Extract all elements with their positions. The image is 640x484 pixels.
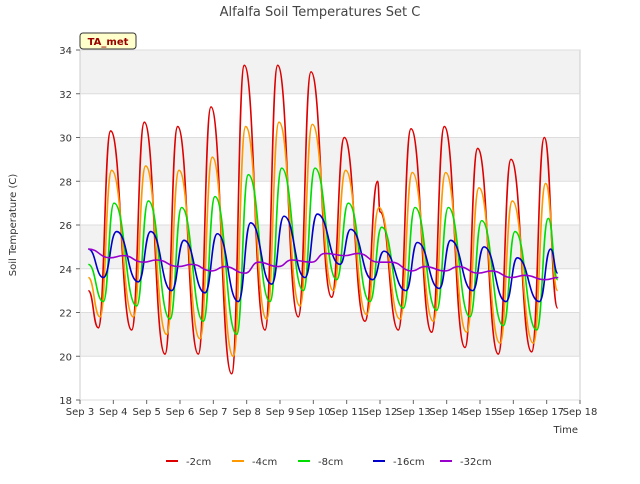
x-tick-label: Sep 8 <box>232 407 260 418</box>
series-line-8cmcm <box>87 167 559 336</box>
y-tick-label: 26 <box>59 221 72 232</box>
series-line-4cmcm <box>87 121 559 358</box>
x-tick-label: Sep 12 <box>363 407 398 418</box>
legend-label: -16cm <box>393 457 425 468</box>
x-tick-label: Sep 13 <box>396 407 431 418</box>
legend-item: -2cm <box>166 457 211 468</box>
annotation-box: TA_met <box>79 32 137 50</box>
y-tick-label: 30 <box>59 134 72 145</box>
legend-item: -4cm <box>232 457 277 468</box>
y-tick-label: 34 <box>59 46 72 57</box>
x-tick-label: Sep 17 <box>529 407 564 418</box>
x-axis: Sep 3 Sep 4 Sep 5 Sep 6 Sep 7 Sep 8 Sep 9 Sep 1… <box>66 400 598 418</box>
chart-title: Alfalfa Soil Temperatures Set C <box>220 5 421 20</box>
x-tick-label: Sep 10 <box>296 407 331 418</box>
legend-label: -32cm <box>460 457 492 468</box>
x-axis-label: Time <box>553 425 578 436</box>
legend-label: -4cm <box>252 457 277 468</box>
legend: -2cm -4cm -8cm -16cm -32cm <box>166 457 492 468</box>
x-tick-label: Sep 16 <box>496 407 531 418</box>
x-tick-label: Sep 15 <box>463 407 498 418</box>
legend-item: -32cm <box>440 457 492 468</box>
y-tick-label: 20 <box>59 352 72 363</box>
y-tick-label: 32 <box>59 90 72 101</box>
y-axis-label: Soil Temperature (C) <box>8 174 19 277</box>
legend-item: -16cm <box>373 457 425 468</box>
legend-item: -8cm <box>298 457 343 468</box>
x-tick-label: Sep 14 <box>429 407 464 418</box>
series-line-32cmcm <box>88 248 559 281</box>
y-tick-label: 22 <box>59 309 72 320</box>
x-tick-label: Sep 18 <box>563 407 598 418</box>
series-line-2cmcm <box>87 64 559 375</box>
plot-band <box>80 50 580 94</box>
series-line-16cmcm <box>87 213 559 303</box>
y-tick-label: 28 <box>59 177 72 188</box>
annotation-label: TA_met <box>88 37 129 48</box>
x-tick-label: Sep 4 <box>99 407 127 418</box>
y-tick-label: 18 <box>59 396 72 407</box>
x-tick-label: Sep 3 <box>66 407 94 418</box>
x-tick-label: Sep 5 <box>132 407 160 418</box>
y-tick-label: 24 <box>59 265 72 276</box>
series-lines <box>87 64 559 375</box>
x-tick-label: Sep 9 <box>266 407 294 418</box>
plot-band <box>80 137 580 182</box>
x-tick-label: Sep 11 <box>329 407 364 418</box>
x-tick-label: Sep 7 <box>199 407 227 418</box>
y-axis: 18 20 22 24 26 28 30 32 34 <box>59 46 80 407</box>
annotation-box-bg <box>79 32 137 50</box>
legend-label: -2cm <box>186 457 211 468</box>
x-tick-label: Sep 6 <box>166 407 194 418</box>
legend-label: -8cm <box>318 457 343 468</box>
